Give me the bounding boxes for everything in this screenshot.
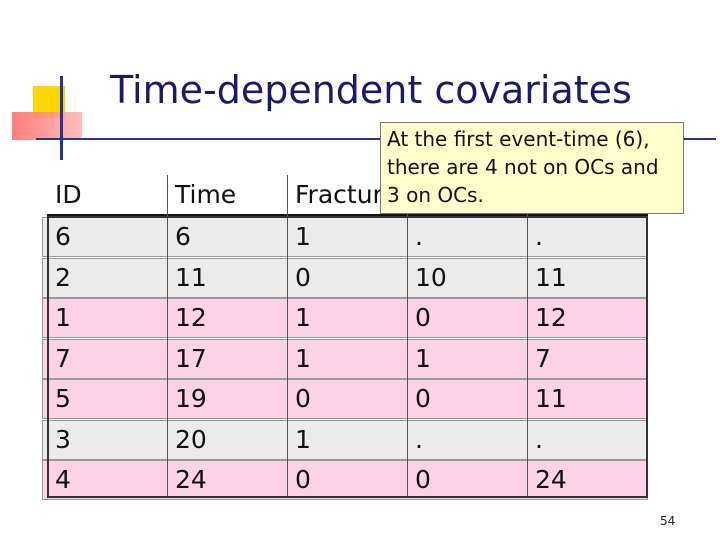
table-cell: 19	[175, 384, 207, 413]
table-cell: .	[535, 424, 543, 454]
column-rule	[287, 175, 288, 498]
table-cell: 11	[175, 262, 207, 292]
table-cell: 17	[175, 343, 207, 373]
callout-line: At the first event-time (6),	[387, 127, 650, 151]
table-row	[42, 257, 648, 298]
table-cell: .	[535, 222, 543, 251]
table-cell: 2	[55, 262, 71, 292]
table-cell: 3	[55, 424, 71, 454]
table-cell: 0	[415, 465, 431, 494]
table-cell: 6	[55, 222, 71, 251]
deco-red	[12, 112, 82, 140]
table-cell: 1	[295, 424, 311, 454]
table-cell: 0	[295, 384, 311, 413]
callout-line: 3 on OCs.	[387, 183, 484, 207]
table-cell: 1	[415, 343, 431, 373]
table-cell: 0	[415, 384, 431, 413]
header-rule	[47, 214, 648, 216]
table-cell: 10	[415, 262, 447, 292]
table-cell: 24	[175, 465, 207, 494]
title: Time-dependent covariates	[110, 68, 632, 112]
table-cell: 1	[295, 303, 311, 332]
header-cell: Time	[175, 180, 237, 209]
table-row	[42, 379, 648, 419]
table-cell: 0	[295, 262, 311, 292]
column-rule	[527, 175, 528, 498]
table-cell: 5	[55, 384, 71, 413]
table-row	[42, 298, 648, 338]
table-cell: 11	[535, 384, 567, 413]
table-cell: 0	[295, 465, 311, 494]
table-cell: 7	[55, 343, 71, 373]
table-cell: .	[415, 424, 423, 454]
table-cell: .	[415, 222, 423, 251]
page-number: 54	[660, 514, 676, 528]
table-cell: 11	[535, 262, 567, 292]
table-cell: 6	[175, 222, 191, 251]
table-cell: 4	[55, 465, 71, 494]
table-row	[42, 460, 648, 500]
column-rule	[167, 175, 168, 498]
table-cell: 20	[175, 424, 207, 454]
deco-vline	[60, 76, 63, 160]
table-cell: 7	[535, 343, 551, 373]
table-frame	[47, 216, 648, 498]
table-cell: 1	[295, 222, 311, 251]
header-cell: ID	[55, 180, 82, 209]
callout-line: there are 4 not on OCs and	[387, 155, 659, 179]
callout: At the first event-time (6), there are 4…	[380, 122, 684, 214]
table-cell: 12	[175, 303, 207, 332]
table-row	[42, 338, 648, 379]
deco-hline	[36, 138, 716, 140]
table-cell: 0	[415, 303, 431, 332]
table-row	[42, 217, 648, 257]
table-cell: 1	[295, 343, 311, 373]
table-cell: 12	[535, 303, 567, 332]
table-cell: 24	[535, 465, 567, 494]
table-cell: 1	[55, 303, 71, 332]
table-row	[42, 419, 648, 460]
column-rule	[407, 175, 408, 498]
